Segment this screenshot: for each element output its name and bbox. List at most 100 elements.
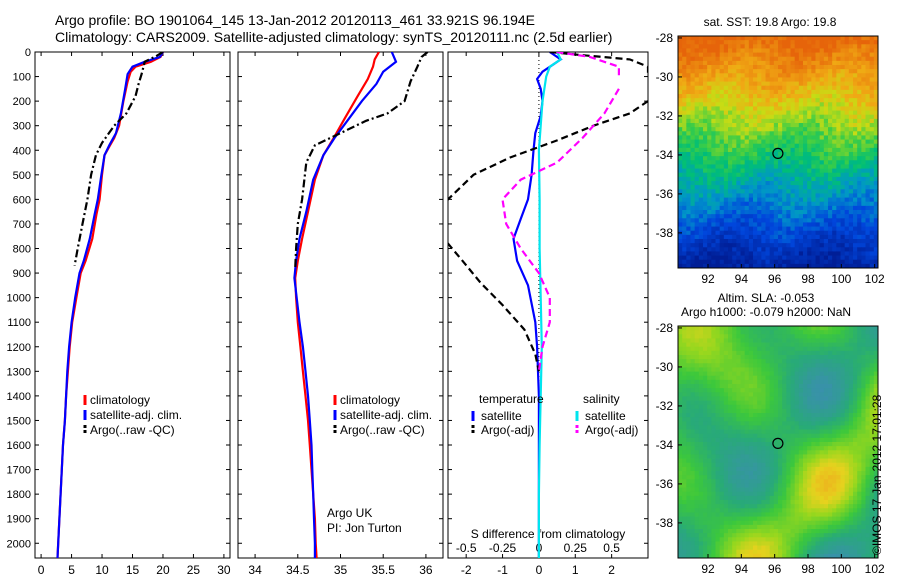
map-cell (765, 239, 771, 244)
map-cell (769, 135, 775, 140)
map-cell (703, 152, 708, 157)
map-cell (848, 139, 854, 145)
map-cell (678, 363, 683, 368)
map-cell (744, 197, 750, 203)
map-cell (686, 40, 691, 45)
map-cell (748, 44, 754, 49)
map-cell (803, 102, 808, 107)
map-cell (694, 263, 700, 269)
map-cell (698, 255, 704, 261)
map-cell (782, 251, 787, 256)
map-cell (711, 210, 716, 215)
map-cell (740, 392, 746, 397)
map-cell (861, 396, 866, 401)
map-cell (748, 408, 754, 414)
map-cell (744, 247, 750, 252)
annotation-line2: PI: Jon Turton (327, 521, 402, 535)
map-cell (707, 446, 712, 451)
map-cell (857, 118, 862, 124)
map-cell (853, 392, 858, 397)
map-cell (690, 48, 696, 53)
map-cell (790, 375, 796, 381)
map-cell (836, 342, 841, 348)
map-cell (686, 379, 691, 385)
map-cell (698, 342, 704, 348)
map-cell (798, 247, 804, 252)
map-cell (811, 214, 816, 219)
map-cell (798, 483, 804, 488)
map-cell (773, 89, 779, 95)
map-cell (686, 127, 691, 132)
map-cell (690, 118, 696, 124)
map-cell (853, 247, 858, 252)
map-cell (778, 495, 783, 501)
map-cell (819, 36, 825, 41)
map-cell (740, 404, 746, 410)
map-cell (694, 152, 700, 157)
map-cell (840, 371, 846, 377)
map-cell (798, 106, 804, 111)
map-cell (786, 77, 791, 82)
map-cell (823, 259, 829, 265)
map-cell (848, 338, 854, 343)
map-cell (698, 48, 704, 53)
map-cell (719, 176, 725, 182)
map-cell (761, 367, 766, 372)
map-cell (778, 52, 783, 58)
map-cell (790, 446, 796, 451)
map-cell (690, 446, 696, 451)
map-cell (732, 384, 737, 389)
map-cell (723, 491, 729, 497)
map-cell (748, 152, 754, 157)
map-cell (861, 218, 866, 223)
map-cell (686, 147, 691, 153)
map-cell (832, 164, 837, 169)
map-cell (769, 466, 775, 472)
map-cell (836, 433, 841, 439)
map-cell (698, 462, 704, 468)
map-cell (690, 197, 696, 203)
map-cell (736, 168, 741, 174)
map-cell (869, 326, 875, 331)
map-cell (703, 259, 708, 265)
y-tick-label: 800 (13, 244, 31, 256)
map-cell (723, 371, 729, 377)
map-cell (748, 106, 754, 111)
map-cell (703, 243, 708, 248)
map-cell (744, 156, 750, 161)
map-cell (832, 425, 837, 430)
map-cell (840, 160, 846, 165)
map-cell (865, 160, 871, 165)
map-cell (694, 65, 700, 70)
map-cell (840, 417, 846, 422)
map-cell (836, 102, 841, 107)
map-cell (765, 85, 771, 91)
map-cell (723, 421, 729, 426)
map-cell (723, 234, 729, 240)
map-cell (728, 77, 733, 82)
map-cell (686, 181, 691, 186)
map-cell (844, 388, 850, 393)
map-cell (865, 255, 871, 261)
map-cell (703, 384, 708, 389)
map-cell (715, 40, 721, 45)
map-cell (798, 437, 804, 443)
map-cell (865, 77, 871, 82)
map-cell (678, 259, 683, 265)
map-cell (682, 400, 687, 406)
map-cell (765, 73, 771, 78)
map-cell (778, 234, 783, 240)
map-cell (723, 131, 729, 136)
map-cell (732, 247, 737, 252)
map-cell (773, 77, 779, 82)
map-cell (782, 89, 787, 95)
map-cell (694, 471, 700, 476)
map-cell (682, 243, 687, 248)
map-cell (790, 181, 796, 186)
x-tick-label: 1 (572, 563, 579, 577)
map-cell (778, 40, 783, 45)
map-cell (744, 226, 750, 232)
map-cell (761, 147, 766, 153)
map-cell (686, 251, 691, 256)
map-cell (748, 85, 754, 91)
